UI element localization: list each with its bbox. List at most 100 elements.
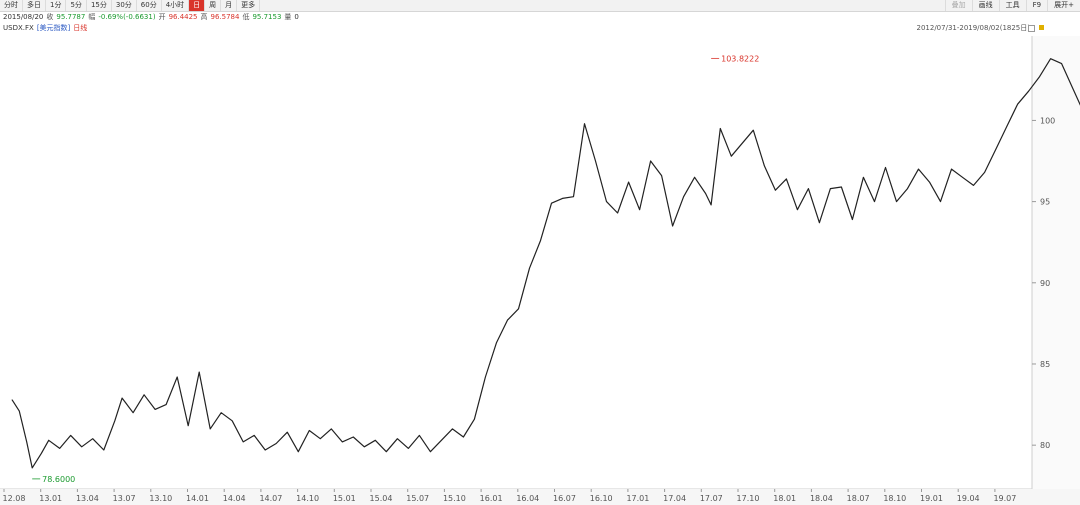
symbol-name[interactable]: [美元指数] [36, 24, 71, 32]
series-point [264, 449, 266, 451]
series-point [940, 201, 941, 202]
x-tick-label: 14.04 [223, 494, 246, 503]
x-tick-label: 15.10 [443, 494, 466, 503]
series-point [885, 167, 886, 168]
series-point [70, 435, 71, 436]
axes: 80 85 90 95 100 12.08 13.01 13.04 13.07 13.10 14.0… [0, 36, 1080, 505]
chart-toolbar: 分时 多日 1分 5分 15分 30分 60分 4小时日周月更多 叠加 画线 工具 F9 展开+ [0, 0, 1080, 12]
series-point [114, 420, 116, 422]
max-marker-label: 103.8222 [721, 54, 759, 63]
tab-8[interactable]: 日 [189, 0, 206, 11]
range-checkbox[interactable] [1028, 25, 1035, 32]
x-tick-label: 17.10 [737, 494, 760, 503]
series-point [775, 189, 776, 191]
series-point [710, 204, 712, 206]
series-point [143, 394, 145, 396]
series-point [705, 193, 706, 194]
x-tick-label: 15.07 [406, 494, 429, 503]
x-tick-label: 14.10 [296, 494, 319, 503]
series-point [984, 172, 985, 173]
series-point [320, 438, 321, 440]
series-point [808, 188, 809, 189]
lock-icon[interactable] [1039, 25, 1044, 30]
series-point [764, 165, 765, 167]
tab-7[interactable]: 4小时 [162, 0, 190, 11]
series-point [11, 399, 13, 401]
tab-10[interactable]: 月 [221, 0, 238, 11]
tab-3[interactable]: 5分 [66, 0, 87, 11]
tool-button-0[interactable]: 叠加 [944, 0, 972, 11]
series-point [253, 435, 255, 436]
series-point [1028, 90, 1029, 92]
change-value: -0.69%(-0.6631) [98, 13, 156, 21]
series-point [48, 440, 49, 441]
series-point [617, 212, 618, 214]
series-point [452, 428, 453, 430]
min-marker-label: 78.6000 [42, 475, 75, 484]
tab-2[interactable]: 1分 [46, 0, 67, 11]
series-point [92, 438, 93, 440]
series-point [81, 446, 82, 448]
x-tick-label: 15.04 [370, 494, 393, 503]
y-tick-label: 80 [1040, 441, 1050, 450]
series-point [154, 409, 156, 410]
x-tick-label: 18.07 [847, 494, 870, 503]
series-point [742, 142, 743, 144]
series-point [309, 430, 310, 431]
x-tick-label: 19.01 [920, 494, 943, 503]
symbol-code: USDX.FX [3, 24, 34, 32]
series-point [441, 440, 442, 441]
tab-1[interactable]: 多日 [23, 0, 46, 11]
series-point [731, 155, 732, 157]
y-tick-label: 95 [1040, 198, 1050, 207]
tab-4[interactable]: 15分 [87, 0, 112, 11]
series-point [187, 425, 189, 427]
series-line-0 [11, 58, 1080, 469]
series-point [1017, 103, 1018, 105]
series-point [26, 441, 28, 443]
period-label: 日线 [73, 24, 88, 32]
x-tick-label: 19.04 [957, 494, 980, 503]
x-tick-label: 13.10 [149, 494, 172, 503]
tool-button-3[interactable]: F9 [1025, 0, 1047, 11]
series-point [1072, 87, 1073, 89]
series-point [485, 376, 486, 378]
series-point [529, 267, 530, 269]
series-point [973, 185, 974, 186]
tool-button-1[interactable]: 画线 [971, 0, 999, 11]
x-tick-label: 19.07 [993, 494, 1016, 503]
series-point [176, 376, 178, 378]
tab-11[interactable]: 更多 [237, 0, 261, 11]
series-point [929, 181, 930, 183]
tool-button-2[interactable]: 工具 [998, 0, 1026, 11]
series-point [331, 428, 332, 430]
series-point [551, 202, 552, 204]
y-tick-label: 90 [1040, 279, 1050, 288]
quote-info-bar: 2015/08/20 收 95.7787 幅 -0.69%(-0.6631) 开… [3, 12, 299, 22]
series-point [353, 436, 354, 438]
x-tick-label: 16.10 [590, 494, 613, 503]
series-point [386, 451, 387, 453]
series-point [342, 441, 343, 443]
series-point [275, 443, 277, 444]
series-point [408, 448, 409, 449]
x-tick-label: 13.07 [113, 494, 136, 503]
volume-value: 0 [294, 13, 299, 21]
series-point [231, 420, 233, 422]
x-tick-label: 17.04 [663, 494, 686, 503]
series-point [287, 431, 288, 433]
tab-0[interactable]: 分时 [0, 0, 23, 11]
high-label: 高 [200, 13, 208, 21]
series-point [562, 198, 563, 199]
x-tick-label: 16.04 [516, 494, 539, 503]
series-point [1006, 126, 1007, 128]
open-value: 96.4425 [168, 13, 198, 21]
series-point [863, 177, 864, 178]
tab-6[interactable]: 60分 [137, 0, 162, 11]
tab-9[interactable]: 周 [205, 0, 222, 11]
series-point [841, 186, 842, 188]
series-point [59, 448, 60, 449]
tab-5[interactable]: 30分 [112, 0, 137, 11]
tool-button-4[interactable]: 展开+ [1047, 0, 1080, 11]
series-point [907, 188, 908, 189]
